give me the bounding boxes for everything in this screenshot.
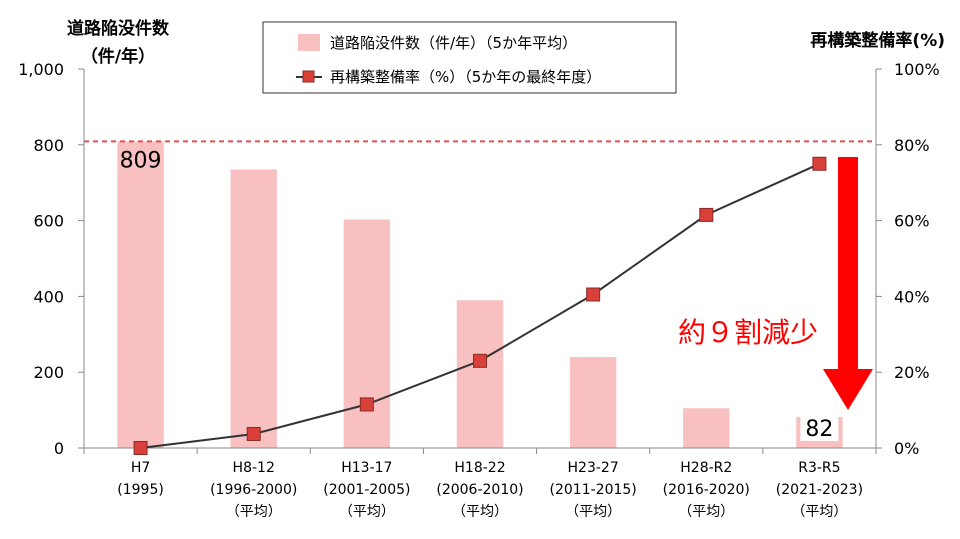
bar	[230, 169, 277, 448]
category-label: (1995)	[117, 482, 164, 498]
bar	[569, 357, 617, 448]
category-label: (2006-2010)	[436, 482, 523, 498]
line-marker	[699, 207, 714, 222]
category-label: H8-12	[233, 460, 275, 476]
category-label: （平均）	[226, 504, 282, 520]
left-axis-ticks: 0 200 400 600 800 1,000	[18, 60, 84, 458]
right-tick-label: 20%	[894, 363, 930, 382]
reduction-annotation: 約９割減少	[678, 316, 818, 349]
category-label: (2011-2015)	[550, 482, 637, 498]
right-axis-ticks: 0% 20% 40% 60% 80% 100%	[876, 60, 940, 458]
category-label: （平均）	[791, 504, 847, 520]
legend-bar-swatch	[298, 34, 320, 51]
right-tick-label: 80%	[894, 136, 930, 155]
line-series	[133, 156, 827, 455]
arrow-shaft	[838, 157, 858, 369]
data-label-background	[800, 412, 839, 441]
line-marker	[133, 441, 148, 455]
category-label: (1996-2000)	[210, 482, 297, 498]
category-label: （平均）	[339, 504, 395, 520]
category-label: H23-27	[568, 460, 619, 476]
bar	[117, 141, 164, 449]
left-tick-label: 600	[33, 212, 64, 231]
category-label: （平均）	[678, 504, 734, 520]
legend-line-label: 再構築整備率（%）（5か年の最終年度）	[330, 68, 601, 86]
arrow-head	[823, 369, 873, 410]
left-tick-label: 800	[33, 136, 64, 155]
category-label: H7	[131, 460, 150, 476]
category-label: (2001-2005)	[323, 482, 410, 498]
category-label: H13-17	[341, 460, 392, 476]
left-tick-label: 200	[33, 363, 64, 382]
data-label: 809	[120, 148, 162, 173]
bar	[343, 219, 391, 448]
right-tick-label: 40%	[894, 287, 930, 306]
reduction-arrow	[823, 157, 873, 410]
right-tick-label: 0%	[894, 439, 919, 458]
line-marker	[246, 426, 261, 441]
left-axis-title-line1: 道路陥没件数	[67, 18, 170, 39]
line-marker	[812, 156, 827, 171]
line-marker	[359, 397, 374, 412]
legend-line-marker	[302, 70, 315, 83]
category-label: H28-R2	[680, 460, 732, 476]
category-labels: H7 (1995) H8-12 (1996-2000) （平均） H13-17 (2001-…	[117, 460, 863, 520]
left-axis-title-line2: （件/年）	[81, 46, 155, 67]
bar	[456, 300, 504, 448]
category-label: (2021-2023)	[776, 482, 863, 498]
right-tick-label: 100%	[894, 60, 940, 79]
category-label: H18-22	[454, 460, 505, 476]
left-tick-label: 0	[54, 439, 64, 458]
legend-bar-label: 道路陥没件数（件/年）（5か年平均）	[330, 34, 577, 52]
legend-box	[262, 21, 677, 94]
legend: 道路陥没件数（件/年）（5か年平均） 再構築整備率（%）（5か年の最終年度）	[262, 21, 677, 94]
data-label: 82	[805, 417, 833, 442]
category-label: （平均）	[452, 504, 508, 520]
line-marker	[473, 353, 487, 368]
left-tick-label: 400	[33, 287, 64, 306]
bar-series	[117, 141, 843, 449]
category-label: （平均）	[565, 504, 621, 520]
line-marker	[586, 287, 601, 302]
right-axis-title: 再構築整備率(%)	[810, 30, 945, 51]
data-labels: 809 82	[120, 148, 839, 442]
left-tick-label: 1,000	[18, 60, 64, 79]
axes	[83, 69, 877, 454]
right-tick-label: 60%	[894, 212, 930, 231]
bar	[683, 408, 730, 448]
category-label: R3-R5	[798, 460, 840, 476]
category-label: (2016-2020)	[663, 482, 750, 498]
